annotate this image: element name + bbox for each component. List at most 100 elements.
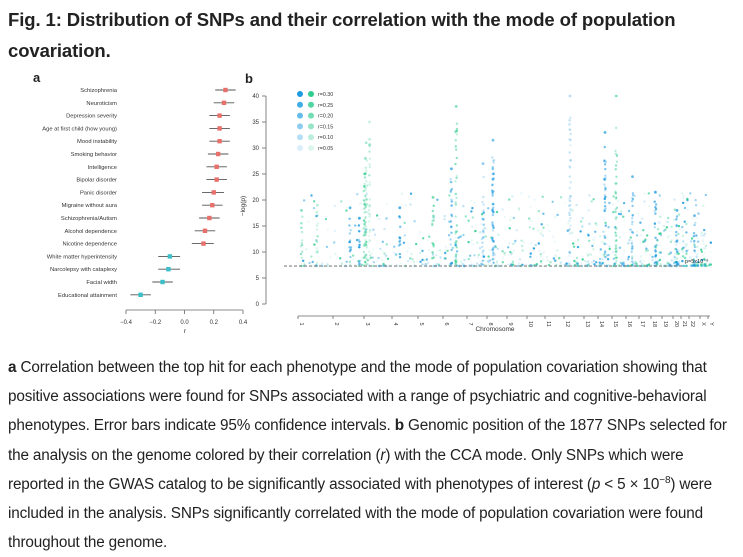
snp-point — [497, 233, 500, 236]
snp-point — [666, 220, 669, 224]
snp-point — [326, 264, 330, 267]
snp-point — [487, 260, 490, 264]
caption-exponent: −8 — [659, 474, 671, 486]
snp-point — [491, 183, 494, 186]
snp-point — [426, 239, 429, 242]
snp-point — [517, 261, 521, 265]
snp-point — [363, 186, 367, 189]
snp-point — [421, 249, 424, 253]
phenotype-label: Facial width — [86, 280, 117, 286]
snp-point — [654, 236, 657, 239]
snp-point — [424, 262, 427, 266]
point-estimate — [201, 241, 206, 246]
snp-point — [654, 206, 657, 209]
snp-point — [568, 213, 571, 217]
snp-point — [684, 261, 687, 264]
snp-point — [644, 251, 647, 254]
snp-point — [312, 207, 316, 210]
snp-point — [382, 262, 385, 266]
snp-point — [695, 253, 699, 256]
snp-point — [614, 126, 618, 130]
snp-point — [455, 246, 458, 249]
snp-point — [494, 245, 497, 248]
phenotype-label: Age at first child (how young) — [42, 126, 117, 132]
snp-point — [369, 256, 373, 259]
snp-point — [365, 263, 369, 266]
snp-point — [627, 209, 631, 213]
snp-point — [482, 249, 485, 252]
snp-point — [568, 228, 571, 231]
snp-point — [454, 180, 457, 183]
snp-point — [701, 240, 705, 243]
snp-point — [590, 261, 594, 264]
snp-point — [300, 242, 303, 245]
phenotype-label: Intelligence — [88, 165, 117, 171]
snp-point — [576, 264, 579, 268]
snp-point — [501, 208, 504, 211]
snp-point — [449, 243, 452, 246]
snp-point — [496, 264, 499, 267]
snp-point — [569, 159, 572, 162]
snp-point — [364, 233, 367, 237]
snp-point — [690, 237, 694, 240]
snp-point — [568, 186, 571, 190]
chromosome-tick-label: 10 — [527, 321, 533, 327]
snp-point — [703, 232, 707, 235]
snp-point — [316, 210, 319, 213]
snp-point — [653, 226, 656, 229]
snp-point — [363, 243, 366, 246]
snp-point — [455, 230, 459, 233]
snp-point — [697, 261, 700, 264]
snp-point — [381, 259, 384, 262]
snp-point — [581, 217, 584, 220]
snp-point — [473, 201, 476, 205]
snp-point — [685, 231, 688, 234]
snp-point — [667, 216, 670, 220]
snp-point — [603, 159, 606, 163]
snp-point — [686, 208, 689, 212]
snp-point — [301, 250, 304, 253]
snp-point — [375, 259, 379, 263]
snp-point — [567, 222, 570, 225]
legend-label: r=0.30 — [318, 92, 333, 98]
snp-point — [334, 252, 337, 256]
snp-point — [300, 222, 303, 225]
snp-point — [411, 258, 414, 261]
snp-point — [300, 230, 304, 234]
snp-point — [365, 198, 368, 202]
snp-point — [647, 192, 650, 195]
snp-point — [415, 260, 419, 263]
snp-point — [682, 264, 685, 268]
snp-point — [664, 228, 667, 231]
snp-point — [326, 228, 329, 231]
snp-point — [702, 234, 705, 237]
point-estimate — [211, 190, 216, 195]
snp-point — [398, 256, 402, 259]
snp-point — [615, 259, 618, 263]
snp-point — [358, 243, 361, 247]
snp-point — [532, 249, 535, 253]
forest-row: Migraine without aura — [62, 203, 223, 209]
snp-point — [540, 223, 543, 226]
snp-point — [529, 255, 532, 258]
snp-point — [569, 138, 572, 142]
snp-point — [704, 193, 707, 197]
snp-point — [590, 200, 593, 203]
snp-point — [455, 130, 458, 133]
snp-point — [482, 259, 485, 262]
snp-point — [631, 196, 634, 200]
forest-row: White matter hyperintensity — [47, 254, 181, 260]
snp-point — [614, 234, 618, 237]
snp-point — [639, 221, 642, 224]
snp-point — [619, 261, 622, 264]
snp-point — [631, 247, 634, 250]
snp-point — [508, 253, 511, 256]
snp-point — [569, 208, 572, 211]
snp-point — [348, 260, 351, 263]
point-estimate — [214, 164, 219, 169]
snp-point — [461, 263, 464, 266]
snp-point — [693, 249, 696, 253]
snp-point — [621, 263, 624, 266]
snp-point — [614, 190, 617, 193]
snp-point — [705, 264, 708, 268]
